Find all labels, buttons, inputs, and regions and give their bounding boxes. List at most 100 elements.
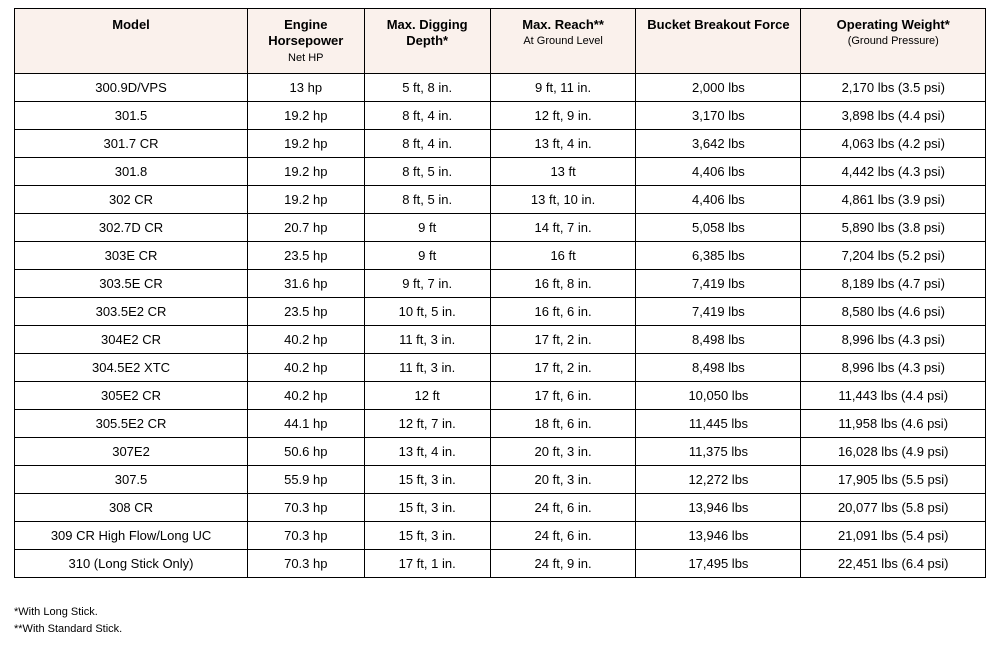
table-cell: 307E2 [15, 438, 248, 466]
table-cell: 4,406 lbs [636, 158, 801, 186]
table-cell: 70.3 hp [248, 550, 365, 578]
table-cell: 12 ft [364, 382, 490, 410]
table-cell: 302.7D CR [15, 214, 248, 242]
table-cell: 8 ft, 5 in. [364, 158, 490, 186]
table-cell: 16 ft [490, 242, 636, 270]
table-row: 305E2 CR40.2 hp12 ft17 ft, 6 in.10,050 l… [15, 382, 986, 410]
table-cell: 12,272 lbs [636, 466, 801, 494]
table-cell: 3,170 lbs [636, 102, 801, 130]
table-cell: 10 ft, 5 in. [364, 298, 490, 326]
table-cell: 19.2 hp [248, 186, 365, 214]
header-reach: Max. Reach** At Ground Level [490, 9, 636, 74]
table-cell: 8,189 lbs (4.7 psi) [801, 270, 986, 298]
header-row: Model Engine Horsepower Net HP Max. Digg… [15, 9, 986, 74]
table-cell: 4,861 lbs (3.9 psi) [801, 186, 986, 214]
table-cell: 310 (Long Stick Only) [15, 550, 248, 578]
table-cell: 55.9 hp [248, 466, 365, 494]
table-cell: 12 ft, 7 in. [364, 410, 490, 438]
table-cell: 8,996 lbs (4.3 psi) [801, 354, 986, 382]
table-cell: 40.2 hp [248, 326, 365, 354]
header-hp: Engine Horsepower Net HP [248, 9, 365, 74]
table-cell: 4,406 lbs [636, 186, 801, 214]
table-cell: 300.9D/VPS [15, 74, 248, 102]
footnotes: *With Long Stick. **With Standard Stick. [14, 604, 986, 637]
header-weight-sub: (Ground Pressure) [807, 35, 979, 49]
table-cell: 7,419 lbs [636, 298, 801, 326]
table-cell: 8 ft, 4 in. [364, 130, 490, 158]
table-row: 300.9D/VPS13 hp5 ft, 8 in.9 ft, 11 in.2,… [15, 74, 986, 102]
table-row: 303.5E CR31.6 hp9 ft, 7 in.16 ft, 8 in.7… [15, 270, 986, 298]
header-depth: Max. Digging Depth* [364, 9, 490, 74]
table-cell: 7,204 lbs (5.2 psi) [801, 242, 986, 270]
table-cell: 305.5E2 CR [15, 410, 248, 438]
header-weight-title: Operating Weight* [837, 17, 950, 32]
table-row: 308 CR70.3 hp15 ft, 3 in.24 ft, 6 in.13,… [15, 494, 986, 522]
table-cell: 4,063 lbs (4.2 psi) [801, 130, 986, 158]
header-breakout: Bucket Breakout Force [636, 9, 801, 74]
header-breakout-title: Bucket Breakout Force [647, 17, 789, 32]
table-cell: 8,498 lbs [636, 326, 801, 354]
header-hp-sub: Net HP [254, 52, 358, 66]
table-cell: 11,958 lbs (4.6 psi) [801, 410, 986, 438]
table-row: 307E250.6 hp13 ft, 4 in.20 ft, 3 in.11,3… [15, 438, 986, 466]
table-cell: 302 CR [15, 186, 248, 214]
table-cell: 20,077 lbs (5.8 psi) [801, 494, 986, 522]
footnote-1: *With Long Stick. [14, 604, 986, 621]
table-cell: 12 ft, 9 in. [490, 102, 636, 130]
table-cell: 22,451 lbs (6.4 psi) [801, 550, 986, 578]
table-cell: 24 ft, 6 in. [490, 522, 636, 550]
table-cell: 20.7 hp [248, 214, 365, 242]
table-cell: 11,443 lbs (4.4 psi) [801, 382, 986, 410]
table-cell: 8 ft, 4 in. [364, 102, 490, 130]
table-cell: 70.3 hp [248, 494, 365, 522]
header-reach-sub: At Ground Level [497, 35, 630, 49]
table-cell: 14 ft, 7 in. [490, 214, 636, 242]
table-cell: 303E CR [15, 242, 248, 270]
table-cell: 5,890 lbs (3.8 psi) [801, 214, 986, 242]
table-cell: 308 CR [15, 494, 248, 522]
table-cell: 13 ft, 10 in. [490, 186, 636, 214]
table-cell: 307.5 [15, 466, 248, 494]
table-cell: 5 ft, 8 in. [364, 74, 490, 102]
table-row: 302.7D CR20.7 hp9 ft14 ft, 7 in.5,058 lb… [15, 214, 986, 242]
table-row: 302 CR19.2 hp8 ft, 5 in.13 ft, 10 in.4,4… [15, 186, 986, 214]
table-cell: 301.7 CR [15, 130, 248, 158]
table-cell: 15 ft, 3 in. [364, 522, 490, 550]
table-cell: 31.6 hp [248, 270, 365, 298]
table-cell: 20 ft, 3 in. [490, 466, 636, 494]
table-cell: 9 ft, 11 in. [490, 74, 636, 102]
table-cell: 17 ft, 6 in. [490, 382, 636, 410]
table-cell: 40.2 hp [248, 382, 365, 410]
table-cell: 13,946 lbs [636, 494, 801, 522]
table-body: 300.9D/VPS13 hp5 ft, 8 in.9 ft, 11 in.2,… [15, 74, 986, 578]
table-cell: 13,946 lbs [636, 522, 801, 550]
table-cell: 16,028 lbs (4.9 psi) [801, 438, 986, 466]
table-row: 309 CR High Flow/Long UC70.3 hp15 ft, 3 … [15, 522, 986, 550]
header-depth-title: Max. Digging Depth* [387, 17, 468, 48]
table-cell: 11 ft, 3 in. [364, 326, 490, 354]
table-cell: 8 ft, 5 in. [364, 186, 490, 214]
table-row: 305.5E2 CR44.1 hp12 ft, 7 in.18 ft, 6 in… [15, 410, 986, 438]
table-cell: 5,058 lbs [636, 214, 801, 242]
table-cell: 70.3 hp [248, 522, 365, 550]
page-container: Model Engine Horsepower Net HP Max. Digg… [0, 0, 1000, 657]
table-cell: 301.8 [15, 158, 248, 186]
table-cell: 20 ft, 3 in. [490, 438, 636, 466]
table-cell: 24 ft, 9 in. [490, 550, 636, 578]
table-row: 303.5E2 CR23.5 hp10 ft, 5 in.16 ft, 6 in… [15, 298, 986, 326]
table-cell: 305E2 CR [15, 382, 248, 410]
table-cell: 304E2 CR [15, 326, 248, 354]
table-cell: 11 ft, 3 in. [364, 354, 490, 382]
table-cell: 8,996 lbs (4.3 psi) [801, 326, 986, 354]
table-cell: 9 ft [364, 242, 490, 270]
table-cell: 3,898 lbs (4.4 psi) [801, 102, 986, 130]
table-cell: 13 ft [490, 158, 636, 186]
table-row: 301.7 CR19.2 hp8 ft, 4 in.13 ft, 4 in.3,… [15, 130, 986, 158]
header-hp-title: Engine Horsepower [268, 17, 343, 48]
table-cell: 19.2 hp [248, 158, 365, 186]
table-cell: 11,445 lbs [636, 410, 801, 438]
table-cell: 9 ft, 7 in. [364, 270, 490, 298]
table-cell: 17 ft, 1 in. [364, 550, 490, 578]
table-row: 307.555.9 hp15 ft, 3 in.20 ft, 3 in.12,2… [15, 466, 986, 494]
table-cell: 13 ft, 4 in. [364, 438, 490, 466]
